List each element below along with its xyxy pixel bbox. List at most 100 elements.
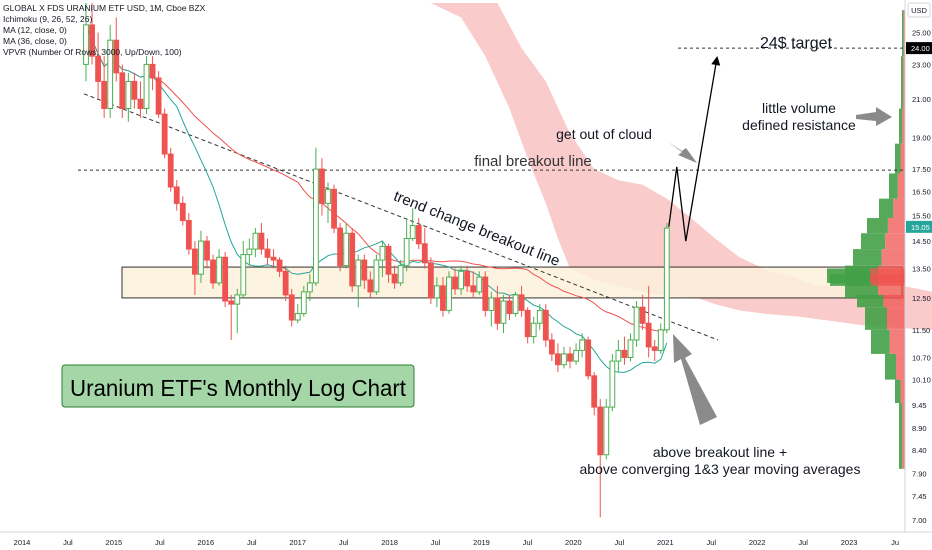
candle-body [530, 322, 537, 338]
candle-body [198, 240, 204, 275]
annotation-get-out-cloud: get out of cloud [556, 126, 652, 142]
price-tick-label: 8.90 [912, 424, 927, 433]
legend-vpvr[interactable]: VPVR (Number Of Rows, 3000, Up/Down, 100… [3, 47, 182, 57]
price-tick-label: 15.50 [912, 212, 931, 221]
price-tick-label: 10.10 [912, 376, 931, 385]
candle-body [506, 300, 513, 315]
price-tick-label: 13.50 [912, 264, 931, 273]
candle-body [179, 202, 186, 222]
candle-body [597, 406, 604, 456]
vpvr-down-bar [900, 143, 905, 174]
time-tick-label: Jul [155, 538, 165, 547]
vpvr-down-bar [885, 233, 905, 250]
time-tick-label: Ju [891, 538, 899, 547]
price-tick-label: 12.50 [912, 294, 931, 303]
candle-body [409, 225, 416, 239]
candle-body [591, 375, 598, 408]
vpvr-up-bar [895, 143, 901, 174]
currency-button-box [907, 2, 931, 18]
vpvr-down-bar [869, 268, 905, 283]
candle-body [113, 39, 120, 74]
candle-body [476, 276, 483, 293]
candle-body [555, 353, 561, 366]
time-tick-label: 2022 [749, 538, 766, 547]
candle-body [440, 285, 446, 311]
vpvr-down-bar [903, 10, 905, 57]
candle-body [240, 254, 247, 296]
price-tick-label: 14.50 [912, 237, 931, 246]
vpvr-down-bar [900, 379, 905, 404]
vpvr-up-bar [865, 307, 887, 330]
candle-body [470, 285, 477, 293]
breakout-arrow [673, 334, 717, 425]
vpvr-down-bar [897, 173, 905, 199]
candle-body [482, 276, 489, 311]
vpvr-up-bar [885, 353, 896, 380]
forecast-path [668, 166, 687, 242]
legend-ma36[interactable]: MA (36, close, 0) [3, 36, 67, 46]
candle-body [319, 168, 325, 204]
candle-body [343, 232, 350, 267]
vpvr-down-bar [883, 294, 905, 308]
price-tick-label: 21.00 [912, 95, 931, 104]
vpvr-down-bar [881, 249, 905, 266]
vpvr-up-bar [861, 233, 886, 250]
price-tick-label: 9.45 [912, 401, 927, 410]
candle-body [609, 360, 616, 408]
resistance-arrow [856, 107, 892, 126]
candle-body [337, 227, 344, 267]
time-tick-label: 2019 [473, 538, 490, 547]
vpvr-up-bar [867, 218, 888, 234]
price-tick-label: 8.40 [912, 446, 927, 455]
legend-symbol[interactable]: GLOBAL X FDS URANIUM ETF USD, 1M, Cboe B… [3, 3, 206, 13]
vpvr-up-bar [895, 379, 901, 404]
vpvr-up-bar [889, 173, 898, 199]
candle-body [95, 55, 101, 82]
candle-body [167, 153, 174, 188]
candle-body [155, 77, 162, 115]
ma36-line [85, 24, 667, 332]
price-tick-label: 7.90 [912, 470, 927, 479]
candle-body [427, 262, 434, 299]
price-tick-label: 10.70 [912, 353, 931, 362]
candle-body [210, 259, 216, 284]
candle-body [228, 300, 235, 305]
candle-body [391, 273, 398, 284]
candle-body [143, 63, 150, 109]
last-price-label: 15.05 [911, 223, 930, 232]
candle-body [258, 232, 265, 250]
candle-body [585, 339, 592, 377]
candle-body [567, 353, 573, 362]
price-tick-label: 17.50 [912, 165, 931, 174]
vpvr-up-bar [899, 108, 903, 144]
zone-box [121, 266, 903, 299]
moving-averages [85, 24, 668, 373]
candle-body [621, 349, 628, 358]
legend-ichimoku[interactable]: Ichimoku (9, 26, 52, 26) [3, 14, 93, 24]
candle-body [234, 294, 241, 305]
chart-title: Uranium ETF's Monthly Log Chart [70, 375, 407, 401]
candle-body [173, 186, 180, 204]
forecast-arrow [685, 56, 721, 242]
time-tick-label: Jul [339, 538, 349, 547]
time-tick-label: 2021 [657, 538, 674, 547]
candle-body [403, 237, 410, 267]
legend-ma12[interactable]: MA (12, close, 0) [3, 25, 67, 35]
annotation-defined-resistance: defined resistance [742, 117, 856, 133]
candle-body [518, 294, 525, 311]
vpvr-up-bar [902, 10, 904, 57]
candle-body [548, 339, 555, 355]
annotation-little-volume: little volume [762, 100, 836, 116]
vpvr-down-bar [893, 198, 905, 219]
target-price-label: 24.00 [911, 44, 930, 53]
vpvr-down-bar [903, 56, 905, 109]
candle-body [101, 80, 108, 109]
time-tick-label: Jul [247, 538, 257, 547]
candle-body [222, 256, 229, 302]
chart-legend: GLOBAL X FDS URANIUM ETF USD, 1M, Cboe B… [3, 3, 205, 58]
annotation-target: 24$ target [760, 35, 833, 52]
candle-body [294, 313, 301, 321]
candle-body [288, 294, 295, 321]
vpvr-up-bar [853, 249, 882, 266]
